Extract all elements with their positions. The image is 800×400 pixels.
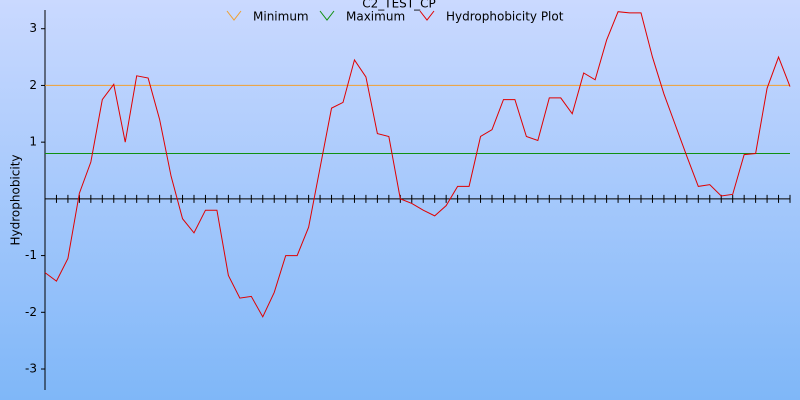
y-tick-label: 2 [29, 78, 37, 92]
legend-label: Minimum [253, 10, 309, 24]
y-axis-label: Hydrophobicity [9, 154, 23, 245]
y-tick-label: -3 [25, 362, 37, 376]
y-tick-label: 1 [29, 135, 37, 149]
legend-icon [319, 10, 335, 21]
chart-title: C2_TEST_CP [362, 0, 436, 11]
y-tick-label: -1 [25, 248, 37, 262]
y-tick-label: 3 [29, 21, 37, 35]
legend-icon [419, 10, 435, 21]
data-line [44, 11, 791, 318]
legend-label: Hydrophobicity Plot [446, 10, 564, 24]
legend-icon [226, 10, 242, 21]
y-tick-label: -2 [25, 305, 37, 319]
legend-label: Maximum [346, 10, 405, 24]
